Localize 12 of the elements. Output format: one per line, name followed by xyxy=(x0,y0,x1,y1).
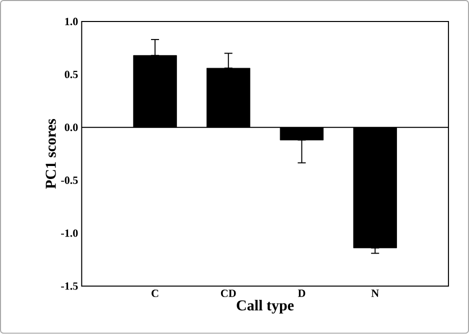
y-tick-label: -1.5 xyxy=(61,282,78,290)
x-tick-label: N xyxy=(371,290,379,297)
x-tick-label: C xyxy=(152,290,158,298)
y-tick-label: -0.5 xyxy=(61,176,78,184)
x-tick-label: D xyxy=(298,290,306,298)
y-tick-label: 0.0 xyxy=(64,124,78,132)
y-axis-title: PC1 scores xyxy=(46,119,56,189)
y-tick-label: 0.5 xyxy=(64,70,78,78)
y-tick-label: -1.0 xyxy=(61,230,78,238)
y-tick-label: 1.0 xyxy=(65,18,78,26)
x-tick-label: CD xyxy=(220,290,236,298)
x-axis-title: Call type xyxy=(236,300,294,314)
